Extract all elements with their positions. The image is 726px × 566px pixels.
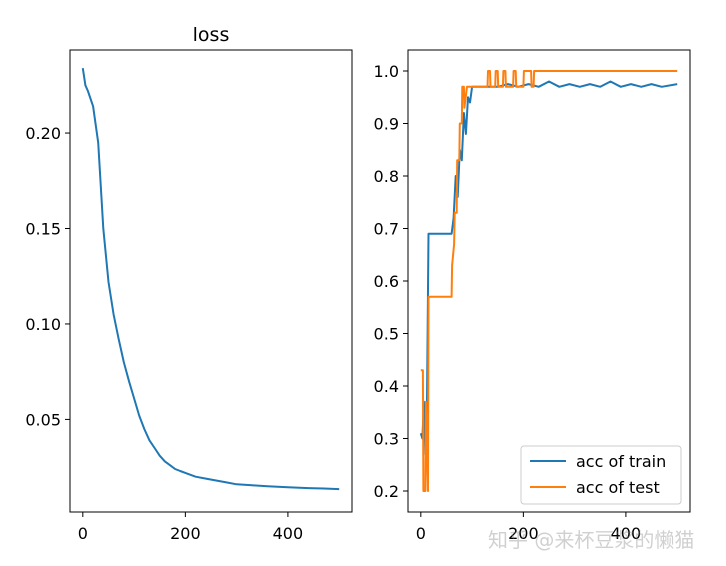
accuracy-y-tick-label: 0.9 — [374, 115, 399, 134]
legend-label-train: acc of train — [576, 452, 666, 471]
accuracy-axes: 0.2 0.3 0.4 0.5 0.6 0.7 0.8 0.9 1.0 0 200 400 acc … — [374, 49, 691, 543]
loss-y-tick-label: 0.20 — [25, 124, 61, 143]
accuracy-y-tick-label: 0.2 — [374, 482, 399, 501]
loss-y-ticks: 0.05 0.10 0.15 0.20 — [25, 124, 70, 429]
accuracy-y-tick-label: 0.6 — [374, 272, 399, 291]
accuracy-series — [419, 70, 678, 492]
accuracy-x-ticks: 0 200 400 — [416, 512, 641, 543]
legend: acc of train acc of test — [520, 445, 682, 505]
accuracy-y-tick-label: 0.3 — [374, 430, 399, 449]
accuracy-x-tick-label: 200 — [508, 524, 539, 543]
accuracy-y-tick-label: 0.5 — [374, 325, 399, 344]
accuracy-plot-frame — [407, 49, 691, 513]
accuracy-y-tick-label: 0.7 — [374, 220, 399, 239]
watermark: 知乎 @来杯豆浆的懒猫 — [488, 528, 695, 552]
accuracy-y-tick-label: 0.4 — [374, 377, 399, 396]
loss-axes: loss 0.05 0.10 0.15 0.20 0 200 400 — [25, 24, 353, 543]
accuracy-y-tick-label: 1.0 — [374, 62, 399, 81]
accuracy-y-ticks: 0.2 0.3 0.4 0.5 0.6 0.7 0.8 0.9 1.0 — [374, 62, 408, 501]
loss-series — [81, 67, 340, 491]
loss-x-tick-label: 400 — [273, 524, 304, 543]
loss-x-tick-label: 200 — [170, 524, 201, 543]
loss-x-tick-label: 0 — [78, 524, 88, 543]
loss-y-tick-label: 0.10 — [25, 315, 61, 334]
loss-title: loss — [193, 24, 230, 46]
loss-x-ticks: 0 200 400 — [78, 512, 303, 543]
accuracy-y-tick-label: 0.8 — [374, 167, 399, 186]
accuracy-x-tick-label: 400 — [611, 524, 642, 543]
loss-plot-frame — [69, 49, 353, 513]
accuracy-series-line-acc-of-test — [420, 70, 678, 492]
loss-series-line-loss — [81, 67, 340, 491]
legend-label-test: acc of test — [576, 478, 660, 497]
loss-y-tick-label: 0.15 — [25, 220, 61, 239]
loss-y-tick-label: 0.05 — [25, 410, 61, 429]
accuracy-x-tick-label: 0 — [416, 524, 426, 543]
